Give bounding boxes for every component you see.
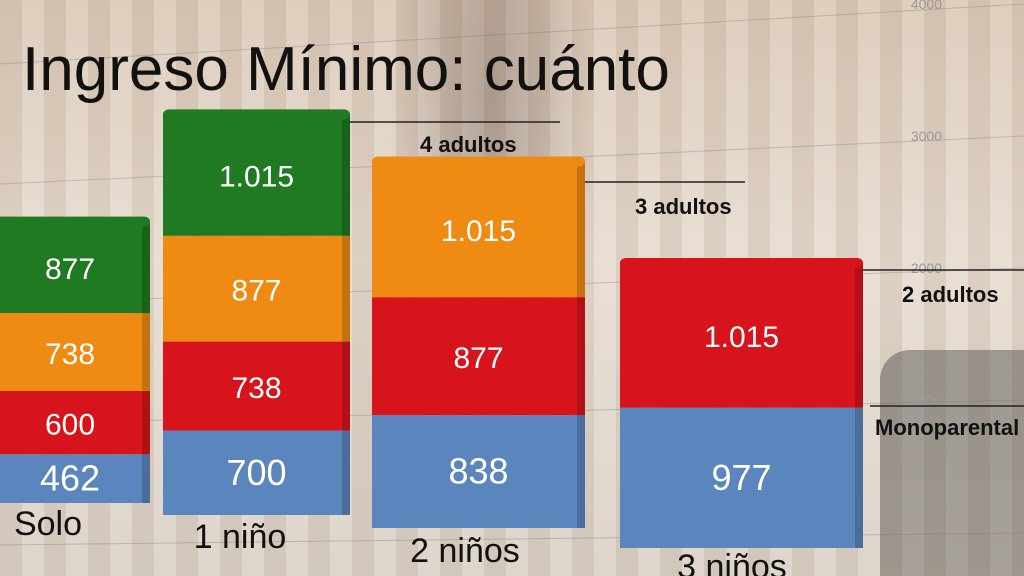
category-label: 3 niños xyxy=(677,548,787,576)
bar-segment-side xyxy=(142,454,150,503)
data-label: 600 xyxy=(45,409,95,442)
bar-segment-side xyxy=(342,235,350,342)
data-label: 1.015 xyxy=(704,321,779,354)
y-tick-label: 4000 xyxy=(911,0,942,12)
bar-segment-side xyxy=(855,407,863,548)
data-label: 1.015 xyxy=(219,161,294,194)
bar-segment-side xyxy=(577,297,585,416)
category-label: 2 niños xyxy=(410,532,520,570)
category-labels: Solo 1 niño 2 niños 3 niños xyxy=(14,505,787,576)
bar-segment-side xyxy=(577,160,585,298)
category-label: 1 niño xyxy=(194,518,287,556)
bars: 462 600 738 877 700 738 877 1.015 838 877 1.015 977… xyxy=(0,109,863,548)
data-label: 838 xyxy=(448,451,508,492)
grid-line xyxy=(0,3,1024,65)
bar-segment xyxy=(0,454,150,503)
background-chair xyxy=(880,350,1024,576)
bar-segment xyxy=(620,261,863,408)
bar-segment-side xyxy=(342,341,350,431)
data-label: 700 xyxy=(226,452,286,493)
legend-monoparental: Monoparental xyxy=(875,415,1019,440)
bar-segment xyxy=(620,407,863,548)
data-label: 1.015 xyxy=(441,215,516,248)
bar-segment-side xyxy=(577,415,585,528)
bar-segment xyxy=(163,430,350,515)
legend-4-adultos: 4 adultos xyxy=(420,132,517,157)
bar-segment xyxy=(163,113,350,236)
bar-segment xyxy=(0,313,150,391)
data-label: 462 xyxy=(40,458,100,499)
bar-segment-side xyxy=(342,430,350,515)
legend-2-adultos: 2 adultos xyxy=(902,282,999,307)
bar-segment xyxy=(0,220,150,314)
bar-segment-side xyxy=(855,261,863,408)
y-tick-label: 3000 xyxy=(911,128,942,144)
bar-segment-side xyxy=(342,113,350,236)
bar-segment xyxy=(372,415,585,528)
bar-segment xyxy=(372,160,585,298)
data-label: 738 xyxy=(45,338,95,371)
data-label: 738 xyxy=(231,372,281,405)
bar-top-cap xyxy=(620,257,863,268)
bar-top-cap xyxy=(163,109,350,120)
bar-top-cap xyxy=(372,156,585,167)
bar-segment-side xyxy=(142,220,150,314)
bar-segment xyxy=(163,341,350,431)
chart-title: Ingreso Mínimo: cuánto xyxy=(22,35,670,104)
data-label: 877 xyxy=(45,253,95,286)
y-tick-label: 0 xyxy=(934,525,942,541)
bar-top-cap xyxy=(0,216,150,227)
category-label: Solo xyxy=(14,505,82,543)
bar-segment xyxy=(163,235,350,342)
y-tick-label: 2000 xyxy=(911,260,942,276)
bar-segment xyxy=(0,390,150,455)
series-labels: Monoparental 2 adultos 3 adultos 4 adultos xyxy=(350,121,1024,440)
data-label: 877 xyxy=(231,275,281,308)
bar-segment-side xyxy=(142,313,150,391)
bar-segment xyxy=(372,297,585,416)
y-axis-ticks: 4000 3000 2000 1000 0 xyxy=(911,0,942,541)
data-label: 877 xyxy=(453,342,503,375)
y-tick-label: 1000 xyxy=(911,392,942,408)
data-label: 977 xyxy=(711,457,771,498)
bar-segment-side xyxy=(142,390,150,455)
legend-3-adultos: 3 adultos xyxy=(635,194,732,219)
